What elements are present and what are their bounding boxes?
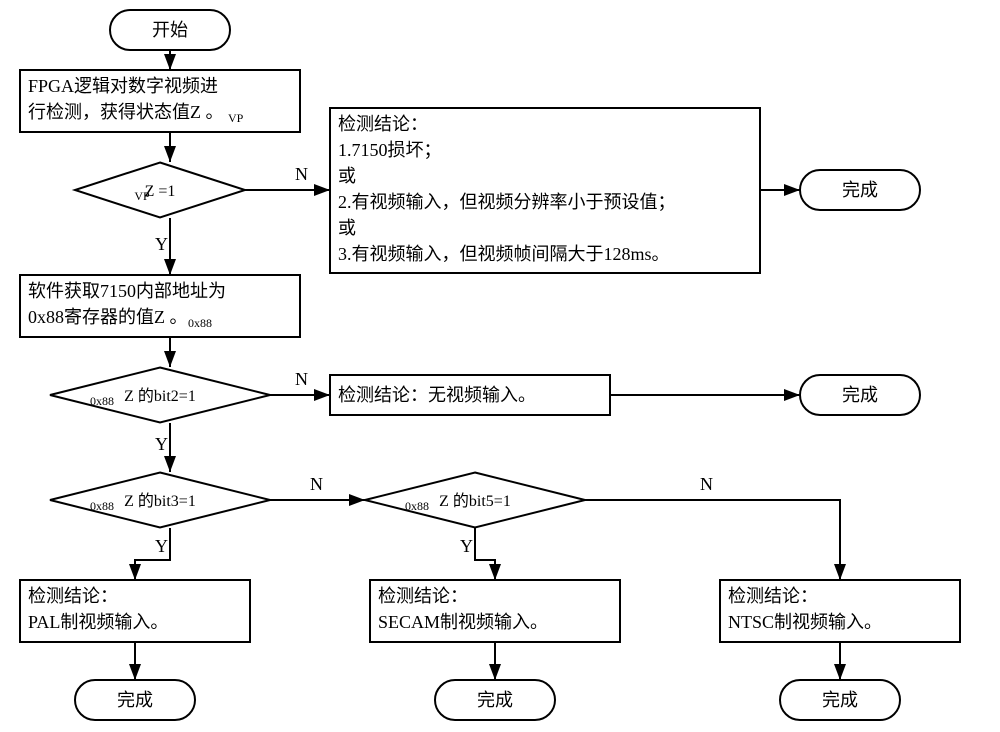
process-text: 或 [338, 218, 356, 238]
edge-label: Y [155, 234, 168, 254]
terminator-label: 完成 [477, 690, 513, 710]
edge-label: Y [155, 536, 168, 556]
terminator-label: 开始 [152, 20, 188, 40]
edge-label: N [700, 474, 713, 494]
edge [475, 528, 495, 580]
subscript: VP [228, 111, 244, 125]
edge-label: N [295, 164, 308, 184]
terminator-label: 完成 [117, 690, 153, 710]
decision-label: Z 的bit2=1 [124, 387, 196, 405]
decision-label: Z 的bit5=1 [439, 492, 511, 510]
terminator-label: 完成 [842, 180, 878, 200]
edge-label: Y [155, 434, 168, 454]
subscript: 0x88 [405, 499, 429, 513]
edge-label: N [295, 369, 308, 389]
process-text: 行检测，获得状态值Z 。 [28, 102, 224, 122]
terminator-label: 完成 [822, 690, 858, 710]
process-text: 检测结论： [338, 114, 428, 134]
edge [585, 500, 840, 580]
decision-label: Z 的bit3=1 [124, 492, 196, 510]
subscript: 0x88 [90, 394, 114, 408]
process-text: 检测结论： [378, 586, 468, 606]
process-text: 软件获取7150内部地址为 [28, 281, 226, 301]
process-text: 或 [338, 166, 356, 186]
process-text: 2.有视频输入，但视频分辨率小于预设值； [338, 192, 676, 212]
subscript: 0x88 [90, 499, 114, 513]
process-text: 检测结论： [728, 586, 818, 606]
process-text: SECAM制视频输入。 [378, 612, 548, 632]
process-text: PAL制视频输入。 [28, 612, 168, 632]
subscript: 0x88 [188, 316, 212, 330]
process-text: 检测结论：无视频输入。 [338, 385, 536, 405]
process-text: NTSC制视频输入。 [728, 612, 882, 632]
terminator-label: 完成 [842, 385, 878, 405]
edge-label: N [310, 474, 323, 494]
process-text: 检测结论： [28, 586, 118, 606]
edge-label: Y [460, 536, 473, 556]
process-text: 1.7150损坏； [338, 140, 442, 160]
process-text: 3.有视频输入，但视频帧间隔大于128ms。 [338, 244, 670, 264]
process-text: 0x88寄存器的值Z 。 [28, 307, 188, 327]
flowchart-canvas: 开始FPGA逻辑对数字视频进行检测，获得状态值Z 。VPZ =1VP检测结论：1… [0, 0, 1000, 732]
process-text: FPGA逻辑对数字视频进 [28, 76, 218, 96]
subscript: VP [134, 189, 150, 203]
